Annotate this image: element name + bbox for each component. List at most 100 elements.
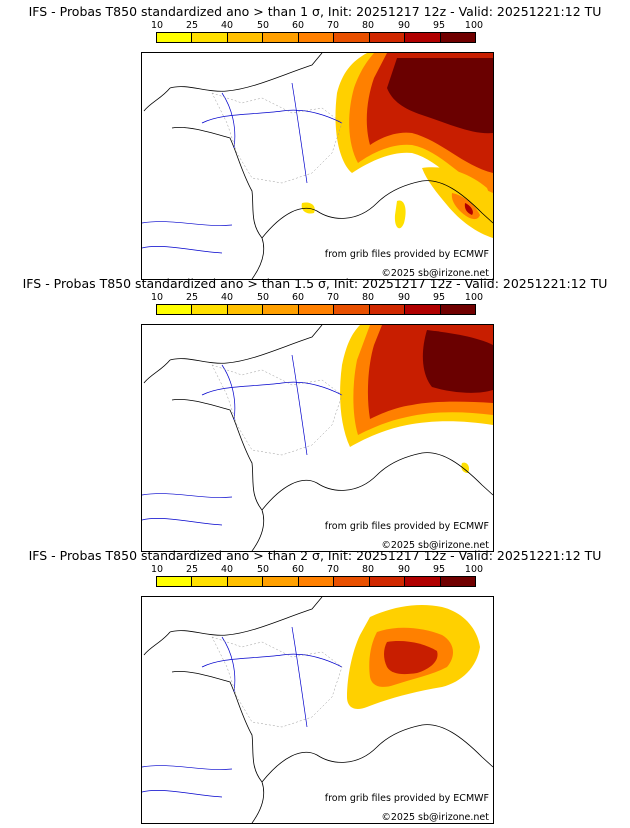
map-panel-2sigma: IFS - Probas T850 standardized ano > tha… bbox=[0, 548, 630, 824]
credit-grib: from grib files provided by ECMWF bbox=[324, 521, 489, 532]
legend-colorbar bbox=[156, 576, 476, 587]
legend-swatch bbox=[263, 305, 299, 314]
coastline bbox=[143, 359, 265, 551]
coastline bbox=[143, 631, 265, 823]
credit-grib: from grib files provided by ECMWF bbox=[324, 249, 489, 260]
legend-swatch bbox=[298, 305, 335, 314]
legend-tick: 25 bbox=[185, 292, 199, 303]
panel-title: IFS - Probas T850 standardized ano > tha… bbox=[28, 548, 602, 563]
legend-swatch bbox=[369, 305, 406, 314]
credit-copyright: ©2025 sb@irizone.net bbox=[381, 812, 489, 823]
legend-swatch bbox=[405, 305, 441, 314]
prob-area-very-high bbox=[422, 330, 493, 393]
legend-ticks: 10 25 40 50 60 70 80 90 95 100 bbox=[151, 292, 483, 304]
color-legend: 10 25 40 50 60 70 80 90 95 100 bbox=[151, 564, 483, 592]
legend-swatch bbox=[227, 33, 264, 42]
prob-area-italy bbox=[461, 462, 470, 473]
river bbox=[142, 221, 233, 254]
legend-swatch bbox=[440, 33, 475, 42]
credit-grib: from grib files provided by ECMWF bbox=[324, 793, 489, 804]
legend-swatch bbox=[192, 577, 228, 586]
probability-map bbox=[142, 325, 493, 551]
legend-tick: 95 bbox=[432, 564, 446, 575]
map-panel-1-5sigma: IFS - Probas T850 standardized ano > tha… bbox=[0, 276, 630, 552]
legend-ticks: 10 25 40 50 60 70 80 90 95 100 bbox=[151, 20, 483, 32]
coastline bbox=[169, 325, 323, 364]
color-legend: 10 25 40 50 60 70 80 90 95 100 bbox=[151, 292, 483, 320]
legend-swatch bbox=[227, 305, 264, 314]
legend-tick: 10 bbox=[150, 564, 164, 575]
legend-tick: 60 bbox=[291, 292, 305, 303]
legend-tick: 40 bbox=[220, 564, 234, 575]
credit-copyright: ©2025 sb@irizone.net bbox=[381, 268, 489, 279]
coastline bbox=[169, 53, 323, 92]
legend-swatch bbox=[263, 577, 299, 586]
legend-swatch bbox=[440, 577, 475, 586]
legend-tick: 90 bbox=[397, 564, 411, 575]
legend-tick: 70 bbox=[326, 20, 340, 31]
legend-tick: 10 bbox=[150, 292, 164, 303]
river bbox=[142, 765, 233, 798]
legend-swatch bbox=[405, 577, 441, 586]
legend-tick: 50 bbox=[256, 292, 270, 303]
coastline bbox=[143, 87, 265, 279]
legend-tick: 70 bbox=[326, 292, 340, 303]
legend-swatch bbox=[334, 33, 370, 42]
river bbox=[142, 493, 233, 526]
legend-swatch bbox=[192, 305, 228, 314]
legend-swatch bbox=[192, 33, 228, 42]
legend-tick: 60 bbox=[291, 20, 305, 31]
legend-tick: 25 bbox=[185, 20, 199, 31]
prob-area-very-high bbox=[387, 58, 493, 134]
admin-borders bbox=[211, 92, 343, 184]
legend-swatch bbox=[298, 577, 335, 586]
prob-area-high bbox=[384, 641, 438, 675]
prob-area-corsica bbox=[394, 200, 406, 229]
legend-tick: 80 bbox=[361, 20, 375, 31]
legend-swatch bbox=[369, 33, 406, 42]
legend-tick: 10 bbox=[150, 20, 164, 31]
legend-ticks: 10 25 40 50 60 70 80 90 95 100 bbox=[151, 564, 483, 576]
legend-tick: 25 bbox=[185, 564, 199, 575]
legend-tick: 80 bbox=[361, 564, 375, 575]
legend-tick: 90 bbox=[397, 292, 411, 303]
legend-swatch bbox=[157, 33, 193, 42]
map-panel-1sigma: IFS - Probas T850 standardized ano > tha… bbox=[0, 4, 630, 280]
prob-area-italy-max bbox=[464, 203, 473, 215]
legend-tick: 80 bbox=[361, 292, 375, 303]
legend-swatch bbox=[227, 577, 264, 586]
legend-swatch bbox=[263, 33, 299, 42]
map-frame: from grib files provided by ECMWF ©2025 … bbox=[141, 324, 494, 552]
map-frame: from grib files provided by ECMWF ©2025 … bbox=[141, 52, 494, 280]
legend-tick: 100 bbox=[464, 564, 484, 575]
legend-colorbar bbox=[156, 32, 476, 43]
legend-tick: 95 bbox=[432, 292, 446, 303]
river bbox=[201, 82, 343, 184]
coastline bbox=[261, 452, 493, 511]
map-frame: from grib files provided by ECMWF ©2025 … bbox=[141, 596, 494, 824]
legend-tick: 100 bbox=[464, 292, 484, 303]
legend-swatch bbox=[334, 577, 370, 586]
legend-tick: 90 bbox=[397, 20, 411, 31]
legend-tick: 70 bbox=[326, 564, 340, 575]
legend-swatch bbox=[405, 33, 441, 42]
legend-swatch bbox=[157, 305, 193, 314]
coastline bbox=[169, 597, 323, 636]
credit-copyright: ©2025 sb@irizone.net bbox=[381, 540, 489, 551]
legend-tick: 40 bbox=[220, 20, 234, 31]
legend-swatch bbox=[440, 305, 475, 314]
coastline bbox=[261, 724, 493, 783]
legend-swatch bbox=[369, 577, 406, 586]
panel-title: IFS - Probas T850 standardized ano > tha… bbox=[22, 276, 608, 291]
admin-borders bbox=[211, 364, 343, 456]
coastline bbox=[261, 180, 493, 239]
river bbox=[201, 626, 343, 728]
color-legend: 10 25 40 50 60 70 80 90 95 100 bbox=[151, 20, 483, 48]
probability-map bbox=[142, 53, 493, 279]
legend-tick: 40 bbox=[220, 292, 234, 303]
legend-tick: 95 bbox=[432, 20, 446, 31]
panel-title: IFS - Probas T850 standardized ano > tha… bbox=[28, 4, 602, 19]
legend-swatch bbox=[157, 577, 193, 586]
legend-colorbar bbox=[156, 304, 476, 315]
legend-tick: 100 bbox=[464, 20, 484, 31]
